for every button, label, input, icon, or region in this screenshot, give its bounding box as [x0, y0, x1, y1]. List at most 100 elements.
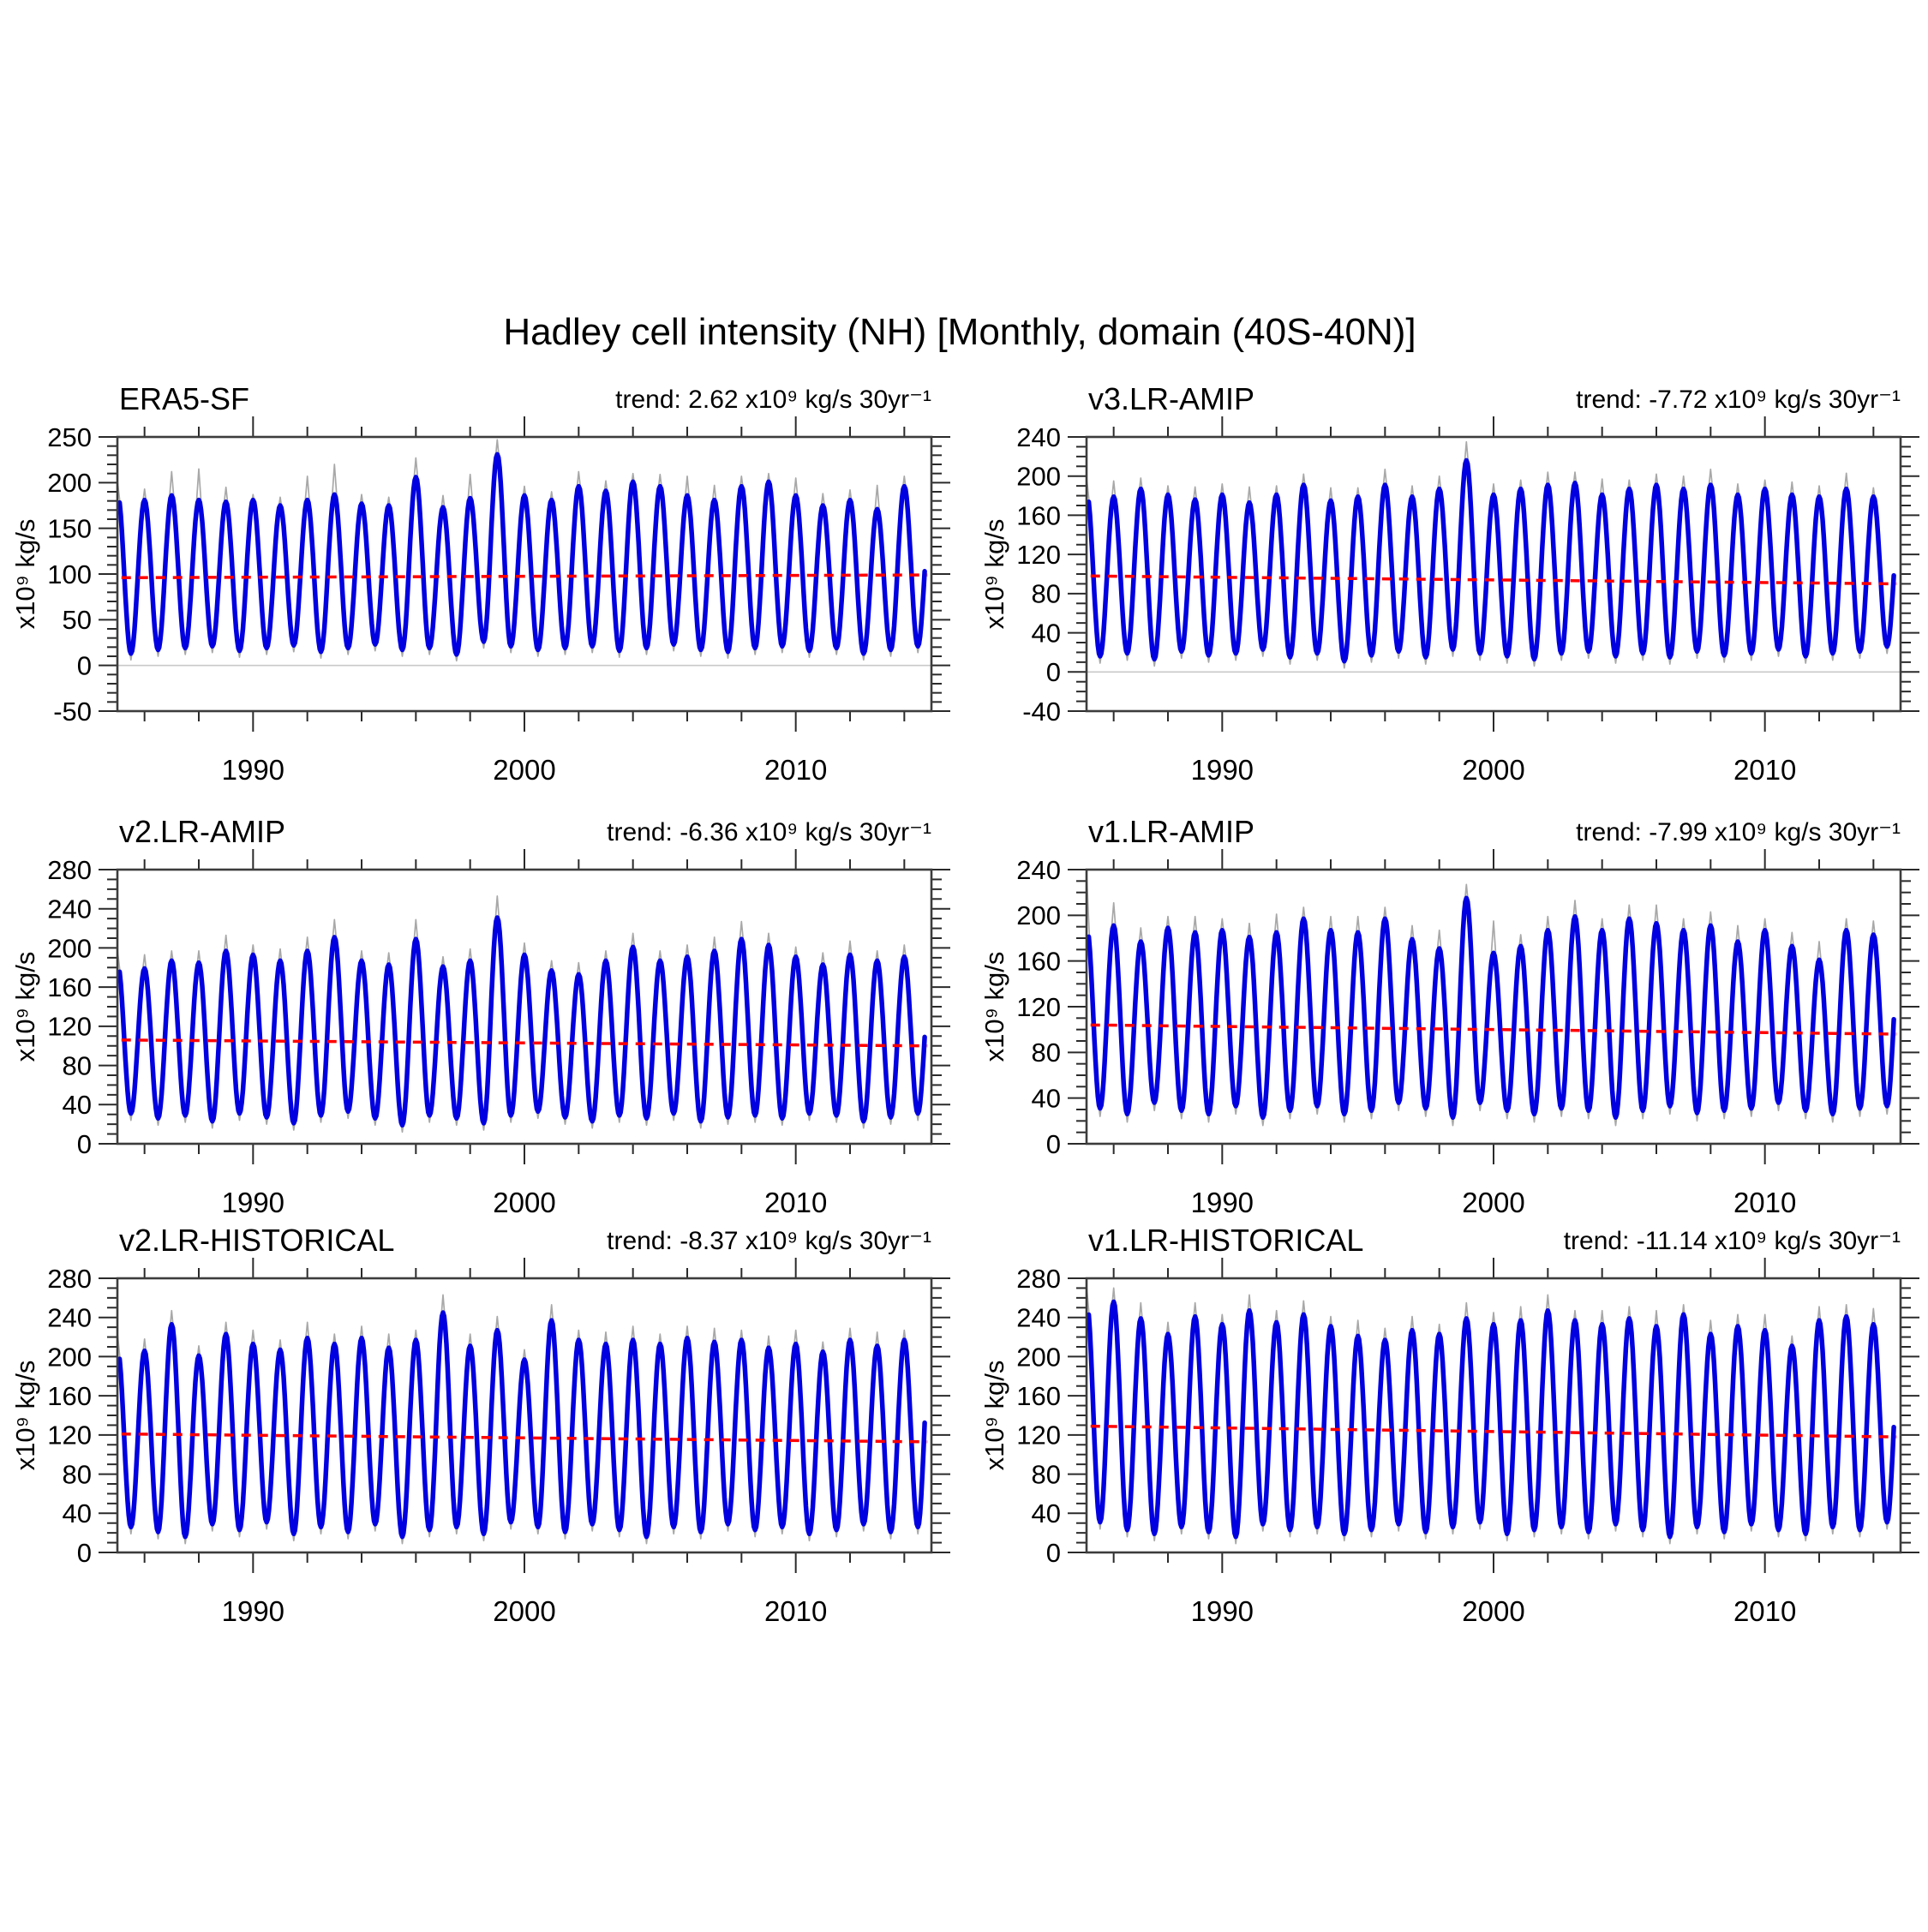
y-axis-label: x10⁹ kg/s — [10, 519, 40, 630]
y-tick-label: 80 — [1032, 1038, 1061, 1068]
panel-v3-lr-amip: v3.LR-AMIP trend: -7.72 x10⁹ kg/s 30yr⁻¹… — [979, 381, 1919, 786]
smoothed-series-line — [117, 452, 927, 657]
y-tick-label: -40 — [1022, 697, 1061, 727]
y-tick-label: 240 — [47, 1303, 92, 1333]
y-axis-label: x10⁹ kg/s — [979, 952, 1009, 1062]
y-tick-label: 40 — [1032, 618, 1061, 648]
y-tick-label: 0 — [1046, 1129, 1061, 1159]
panel-era5-sf: ERA5-SF trend: 2.62 x10⁹ kg/s 30yr⁻¹ x10… — [10, 381, 950, 786]
smoothed-series-line — [1086, 458, 1896, 664]
x-tick-label: 2010 — [1733, 1595, 1796, 1627]
y-tick-label: 40 — [1032, 1498, 1061, 1528]
y-tick-label: 80 — [63, 1459, 92, 1489]
y-tick-label: 240 — [47, 894, 92, 924]
y-tick-label: 250 — [47, 422, 92, 452]
y-tick-label: 80 — [63, 1050, 92, 1080]
y-tick-label: 120 — [47, 1012, 92, 1042]
y-tick-label: 200 — [47, 1342, 92, 1372]
x-tick-label: 2010 — [764, 1595, 827, 1627]
smoothed-series-line — [117, 915, 927, 1128]
trend-mean-line — [121, 1432, 928, 1444]
y-axis-label: x10⁹ kg/s — [10, 1361, 40, 1471]
y-tick-label: 40 — [63, 1090, 92, 1120]
panel-title: v1.LR-AMIP — [1088, 814, 1254, 849]
plot-area: 0 40 80 120 160 200 240 1990 2000 2010 — [1016, 849, 1919, 1218]
plot-area: 0 40 80 120 160 200 240 280 1990 2000 2010 — [47, 1258, 950, 1627]
y-tick-label: 40 — [63, 1498, 92, 1528]
plot-frame — [116, 1277, 933, 1554]
y-tick-label: 160 — [1016, 1381, 1061, 1411]
plot-area: 0 40 80 120 160 200 240 280 1990 2000 2010 — [1016, 1258, 1919, 1627]
trend-mean-line — [121, 1038, 928, 1048]
y-tick-label: 0 — [1046, 657, 1061, 687]
y-tick-label: 280 — [47, 1264, 92, 1294]
x-tick-label: 2010 — [1733, 754, 1796, 786]
trend-label: trend: -8.37 x10⁹ kg/s 30yr⁻¹ — [607, 1227, 931, 1255]
plot-frame — [116, 435, 933, 713]
smoothed-series-line — [117, 1310, 927, 1540]
plot-frame — [1085, 868, 1902, 1145]
y-tick-label: 120 — [1016, 1421, 1061, 1450]
trend-label: trend: -7.99 x10⁹ kg/s 30yr⁻¹ — [1576, 818, 1901, 846]
y-axis-label: x10⁹ kg/s — [979, 1361, 1009, 1471]
panel-title: v3.LR-AMIP — [1088, 381, 1254, 416]
x-tick-label: 1990 — [1191, 1187, 1254, 1218]
x-tick-label: 2010 — [764, 754, 827, 786]
y-tick-label: 50 — [63, 605, 92, 635]
y-tick-label: 100 — [47, 559, 92, 589]
y-tick-label: 0 — [1046, 1538, 1061, 1568]
y-tick-label: 150 — [47, 514, 92, 544]
panel-v2-lr-historical: v2.LR-HISTORICAL trend: -8.37 x10⁹ kg/s … — [10, 1223, 950, 1627]
y-tick-label: 240 — [1016, 855, 1061, 885]
trend-mean-line — [1090, 1424, 1897, 1439]
trend-label: trend: 2.62 x10⁹ kg/s 30yr⁻¹ — [615, 386, 931, 414]
y-tick-label: 160 — [47, 972, 92, 1002]
y-tick-label: 0 — [77, 1538, 92, 1568]
panel-title: v2.LR-HISTORICAL — [119, 1223, 394, 1258]
plot-area: -40 0 40 80 120 160 200 240 1990 2000 2010 — [1016, 416, 1919, 786]
y-tick-label: 160 — [1016, 947, 1061, 977]
y-tick-label: 280 — [1016, 1264, 1061, 1294]
y-tick-label: 280 — [47, 855, 92, 885]
y-tick-label: 200 — [1016, 462, 1061, 492]
y-tick-label: 160 — [1016, 500, 1061, 530]
x-tick-label: 1990 — [222, 1595, 284, 1627]
x-tick-label: 2010 — [764, 1187, 827, 1218]
x-tick-label: 1990 — [222, 754, 284, 786]
y-tick-label: 160 — [47, 1381, 92, 1411]
trend-label: trend: -6.36 x10⁹ kg/s 30yr⁻¹ — [607, 818, 931, 846]
y-tick-label: 80 — [1032, 1459, 1061, 1489]
trend-mean-line — [121, 573, 928, 580]
trend-label: trend: -7.72 x10⁹ kg/s 30yr⁻¹ — [1576, 386, 1901, 414]
smoothed-series-line — [1086, 1299, 1896, 1540]
y-tick-label: 0 — [77, 651, 92, 681]
x-tick-label: 2000 — [1462, 1595, 1524, 1627]
y-axis-label: x10⁹ kg/s — [10, 952, 40, 1062]
y-tick-label: 200 — [47, 468, 92, 498]
y-tick-label: 0 — [77, 1129, 92, 1159]
plot-area: 0 40 80 120 160 200 240 280 1990 2000 2010 — [47, 849, 950, 1218]
panel-title: v2.LR-AMIP — [119, 814, 285, 849]
y-axis-label: x10⁹ kg/s — [979, 519, 1009, 630]
trend-label: trend: -11.14 x10⁹ kg/s 30yr⁻¹ — [1564, 1227, 1901, 1255]
y-tick-label: 120 — [1016, 540, 1061, 570]
panel-v1-lr-historical: v1.LR-HISTORICAL trend: -11.14 x10⁹ kg/s… — [979, 1223, 1919, 1627]
panel-v2-lr-amip: v2.LR-AMIP trend: -6.36 x10⁹ kg/s 30yr⁻¹… — [10, 814, 950, 1218]
panel-v1-lr-amip: v1.LR-AMIP trend: -7.99 x10⁹ kg/s 30yr⁻¹… — [979, 814, 1919, 1218]
x-tick-label: 1990 — [1191, 754, 1254, 786]
y-tick-label: 200 — [1016, 1342, 1061, 1372]
y-tick-label: 120 — [47, 1421, 92, 1450]
plot-frame — [1085, 1277, 1902, 1554]
x-tick-label: 2000 — [493, 1595, 555, 1627]
x-tick-label: 2000 — [493, 754, 555, 786]
trend-mean-line — [1090, 1023, 1897, 1036]
x-tick-label: 2000 — [1462, 1187, 1524, 1218]
x-tick-label: 1990 — [1191, 1595, 1254, 1627]
panel-title: ERA5-SF — [119, 381, 249, 416]
plot-frame — [1085, 435, 1902, 713]
smoothed-series-line — [1086, 895, 1896, 1121]
figure-title: Hadley cell intensity (NH) [Monthly, dom… — [503, 311, 1416, 353]
plot-frame — [116, 868, 933, 1145]
